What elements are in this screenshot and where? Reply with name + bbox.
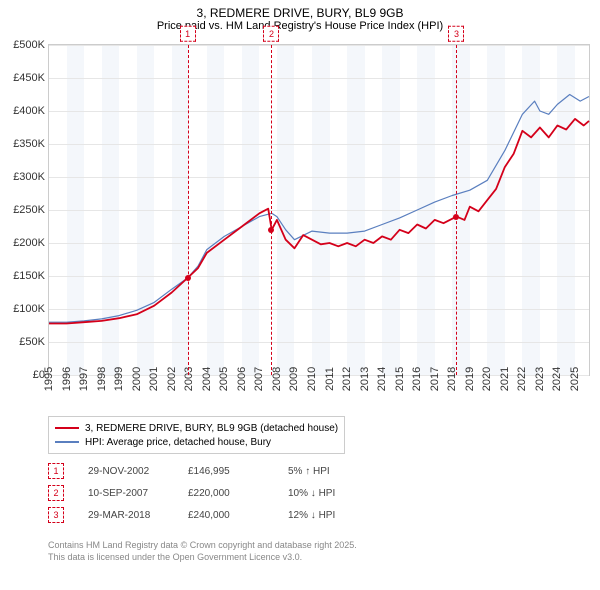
y-axis-label: £100K	[13, 303, 45, 315]
footer-attribution: Contains HM Land Registry data © Crown c…	[48, 540, 357, 563]
sale-date: 29-MAR-2018	[88, 510, 188, 521]
marker-label: 2	[263, 26, 279, 42]
marker-label: 1	[180, 26, 196, 42]
chart-legend: 3, REDMERE DRIVE, BURY, BL9 9GB (detache…	[48, 416, 345, 454]
chart-subtitle: Price paid vs. HM Land Registry's House …	[0, 20, 600, 36]
legend-label: 3, REDMERE DRIVE, BURY, BL9 9GB (detache…	[85, 423, 338, 434]
marker-ref-line	[188, 45, 189, 375]
series-hpi	[49, 95, 589, 323]
marker-label: 3	[448, 26, 464, 42]
sales-row: 3 29-MAR-2018£240,00012% ↓ HPI	[48, 504, 368, 526]
sale-marker: 2	[48, 485, 64, 501]
sale-price: £146,995	[188, 466, 288, 477]
sale-delta: 12% ↓ HPI	[288, 510, 368, 521]
sale-marker: 1	[48, 463, 64, 479]
sale-delta: 10% ↓ HPI	[288, 488, 368, 499]
marker-dot	[453, 214, 459, 220]
chart-plot-area: £0£50K£100K£150K£200K£250K£300K£350K£400…	[48, 44, 590, 376]
chart-series-svg	[49, 45, 589, 375]
sales-table: 1 29-NOV-2002£146,9955% ↑ HPI 2 10-SEP-2007…	[48, 460, 368, 526]
legend-swatch	[55, 441, 79, 442]
y-axis-label: £500K	[13, 39, 45, 51]
chart-title: 3, REDMERE DRIVE, BURY, BL9 9GB	[0, 0, 600, 20]
sale-date: 29-NOV-2002	[88, 466, 188, 477]
y-axis-label: £300K	[13, 171, 45, 183]
legend-swatch	[55, 427, 79, 429]
sales-row: 2 10-SEP-2007£220,00010% ↓ HPI	[48, 482, 368, 504]
footer-line-1: Contains HM Land Registry data © Crown c…	[48, 540, 357, 552]
legend-row: HPI: Average price, detached house, Bury	[55, 435, 338, 449]
y-axis-label: £350K	[13, 138, 45, 150]
footer-line-2: This data is licensed under the Open Gov…	[48, 552, 357, 564]
sale-marker: 3	[48, 507, 64, 523]
y-axis-label: £250K	[13, 204, 45, 216]
sale-price: £240,000	[188, 510, 288, 521]
y-axis-label: £450K	[13, 72, 45, 84]
y-axis-label: £400K	[13, 105, 45, 117]
legend-row: 3, REDMERE DRIVE, BURY, BL9 9GB (detache…	[55, 421, 338, 435]
marker-ref-line	[456, 45, 457, 375]
sale-date: 10-SEP-2007	[88, 488, 188, 499]
y-axis-label: £200K	[13, 237, 45, 249]
sale-price: £220,000	[188, 488, 288, 499]
series-price-paid	[49, 119, 589, 324]
marker-ref-line	[271, 45, 272, 375]
sale-delta: 5% ↑ HPI	[288, 466, 368, 477]
marker-dot	[185, 275, 191, 281]
y-axis-label: £50K	[19, 336, 45, 348]
marker-dot	[268, 227, 274, 233]
sales-row: 1 29-NOV-2002£146,9955% ↑ HPI	[48, 460, 368, 482]
y-axis-label: £150K	[13, 270, 45, 282]
legend-label: HPI: Average price, detached house, Bury	[85, 437, 271, 448]
